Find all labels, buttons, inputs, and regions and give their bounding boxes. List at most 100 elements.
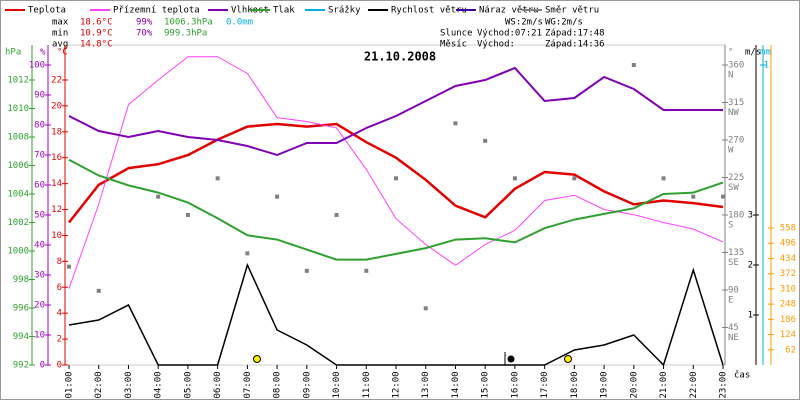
x-tick-label: 16:00 [510,371,520,398]
legend-label: Náraz větru [479,6,539,16]
x-tick-label: 15:00 [481,371,491,398]
x-tick-label: 18:00 [570,371,580,398]
info: Východ: [477,40,515,50]
y-tick-label: 40 [34,241,45,251]
info: Východ:07:21 [477,29,542,39]
y-tick-label: 992 [13,361,29,371]
y-tick-label: 0 [57,361,62,371]
x-tick-label: 12:00 [392,371,402,398]
y-tick-label: 3 [748,211,753,221]
y-tick-label: 90 [34,91,45,101]
sunrise-icon [253,355,261,363]
moon-icon [507,355,515,363]
y-tick-label: 4 [57,309,62,319]
y-tick-label: 270 [728,136,744,146]
info: WS:2m/s [505,18,543,28]
y-tick-label: 10 [51,231,62,241]
series-line [68,262,724,367]
point [453,121,458,126]
y-tick-label: 1006 [7,161,29,171]
point [67,264,71,269]
point [156,194,161,199]
y-tick-label: 0 [40,361,45,371]
x-tick-label: 09:00 [302,371,312,398]
point [572,176,577,181]
stat: 10.9°C [80,29,113,39]
stat: 18.6°C [80,18,113,28]
compass-label: SW [728,183,739,193]
y-tick-label: 558 [780,224,796,234]
point [185,213,190,217]
axis-label: m/s [745,48,761,58]
compass-label: NE [728,333,739,343]
y-tick-label: 372 [780,269,796,279]
compass-label: NW [728,108,739,118]
y-tick-label: 1004 [7,190,29,200]
point [394,176,398,181]
point [245,251,250,256]
axis-label: hPa [5,48,21,58]
point [364,268,369,273]
point [275,194,280,199]
y-tick-label: 18 [51,127,62,137]
axis-label: ° [728,48,733,58]
stat: 1006.3hPa [164,18,213,28]
axis-label: °C [57,48,68,58]
axis-label: mm [760,48,771,58]
point [96,288,101,293]
series-line [68,122,724,224]
y-tick-label: 1002 [7,218,29,228]
compass-label: SE [728,258,739,268]
legend-label: Tlak [273,6,295,16]
axis-label: % [40,48,46,58]
y-tick-label: 45 [728,323,739,333]
x-tick-label: 17:00 [540,371,550,398]
x-tick-label: 10:00 [332,371,342,398]
stat: 70% [136,29,153,39]
x-tick-label: 21:00 [659,371,669,398]
point [691,194,696,199]
y-tick-label: 60 [34,181,45,191]
chart-title: 21.10.2008 [364,50,436,64]
legend-label: Rychlost větru [391,6,467,16]
y-tick-label: 90 [728,286,739,296]
y-tick-label: 1 [764,61,769,71]
legend-label: Srážky [328,6,361,16]
y-tick-label: 434 [780,254,796,264]
point [423,306,428,311]
point [334,213,339,217]
point [661,176,666,181]
y-tick-label: 124 [780,330,796,340]
stat-label: avg [52,40,68,50]
info: Slunce [440,29,473,39]
point [304,268,309,273]
x-tick-label: 03:00 [124,371,134,398]
x-tick-label: 14:00 [451,371,461,398]
y-tick-label: 70 [34,151,45,161]
y-tick-label: 996 [13,304,29,314]
legend-label: Směr větru [545,6,599,16]
compass-label: W [728,146,734,156]
compass-label: N [728,71,733,81]
stat: 999.3hPa [164,29,207,39]
x-tick-label: 04:00 [154,371,164,398]
y-tick-label: 16 [51,153,62,163]
point [512,176,517,181]
x-tick-label: 11:00 [362,371,372,398]
y-tick-label: 998 [13,275,29,285]
legend-label: Vlhkost [231,6,269,16]
y-tick-label: 6 [57,283,62,293]
stat-label: min [52,29,68,39]
legend-label: Přízemní teplota [113,6,200,16]
y-tick-label: 20 [34,301,45,311]
y-tick-label: 2 [748,261,753,271]
y-tick-label: 12 [51,205,62,215]
info: WG:2m/s [545,18,583,28]
x-tick-label: 07:00 [243,371,253,398]
y-tick-label: 994 [13,332,29,342]
x-tick-label: 13:00 [421,371,431,398]
y-tick-label: 360 [728,61,744,71]
y-tick-label: 1000 [7,247,29,257]
y-tick-label: 30 [34,271,45,281]
y-tick-label: 310 [780,284,796,294]
